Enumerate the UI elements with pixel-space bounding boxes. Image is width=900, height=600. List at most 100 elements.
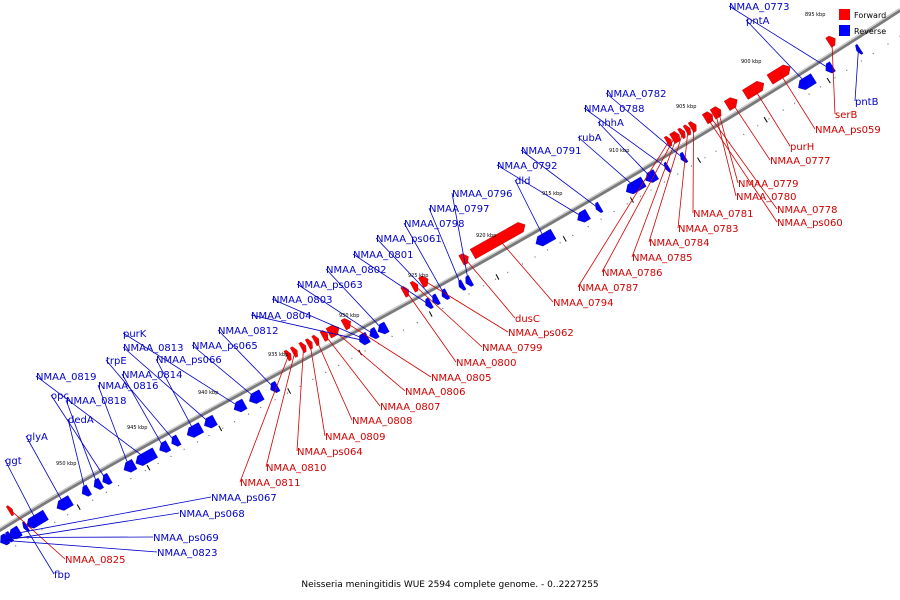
minor-tick bbox=[650, 189, 652, 191]
gene-label-nmaa-0825: NMAA_0825 bbox=[65, 555, 126, 566]
leader-line bbox=[333, 330, 406, 392]
gene-label-nmaa-0814: NMAA_0814 bbox=[122, 370, 183, 381]
minor-tick bbox=[587, 226, 589, 228]
leader-line bbox=[250, 314, 363, 341]
leader-line bbox=[155, 358, 195, 432]
minor-tick bbox=[54, 521, 56, 523]
tick-label-900: 900 kbp bbox=[741, 59, 761, 65]
minor-tick bbox=[639, 195, 642, 197]
leader-line bbox=[35, 375, 146, 459]
reverse-gene-nmaa-ps067 bbox=[9, 525, 23, 540]
minor-tick bbox=[808, 93, 810, 95]
minor-tick bbox=[27, 537, 29, 540]
minor-tick bbox=[208, 435, 210, 437]
legend: Forward Reverse bbox=[839, 9, 886, 36]
reverse-gene-pnta bbox=[798, 73, 817, 91]
gene-label-ggt: ggt bbox=[5, 456, 22, 467]
leader-line bbox=[754, 88, 791, 147]
gene-label-nmaa-ps069: NMAA_ps069 bbox=[153, 533, 219, 544]
gene-label-nmaa-ps066: NMAA_ps066 bbox=[156, 355, 222, 366]
leader-line bbox=[415, 285, 483, 348]
minor-tick bbox=[613, 210, 615, 213]
leader-line bbox=[97, 384, 130, 468]
leader-line bbox=[309, 343, 326, 437]
minor-tick bbox=[677, 173, 679, 175]
minor-tick bbox=[391, 335, 393, 337]
leader-line bbox=[65, 399, 98, 485]
minor-tick bbox=[248, 413, 250, 415]
gene-label-nmaa-0812: NMAA_0812 bbox=[218, 326, 279, 337]
leader-line bbox=[717, 111, 739, 184]
gene-label-pnta: pntA bbox=[746, 16, 770, 27]
tick-label-895: 895 kbp bbox=[805, 12, 825, 18]
gene-label-purk: purK bbox=[123, 329, 147, 340]
minor-tick bbox=[92, 499, 94, 501]
gene-label-nmaa-0781: NMAA_0781 bbox=[693, 209, 754, 220]
tick-label-940: 940 kbp bbox=[198, 390, 218, 396]
leader-line bbox=[3, 539, 158, 553]
leader-line bbox=[50, 394, 107, 481]
leader-line bbox=[496, 164, 583, 218]
minor-tick bbox=[15, 545, 17, 547]
major-tick bbox=[428, 311, 433, 317]
minor-tick bbox=[222, 427, 224, 429]
minor-tick bbox=[402, 329, 405, 331]
reverse-gene-nmaa-ps063 bbox=[369, 327, 380, 340]
leader-line bbox=[605, 92, 684, 159]
minor-tick bbox=[757, 125, 759, 127]
leader-line bbox=[745, 19, 807, 84]
gene-label-dusc: dusC bbox=[515, 314, 540, 325]
leader-line bbox=[601, 137, 675, 273]
genome-caption: Neisseria meningitidis WUE 2594 complete… bbox=[301, 580, 598, 590]
leader-line bbox=[577, 140, 670, 288]
leader-line bbox=[677, 129, 689, 229]
minor-tick bbox=[105, 491, 107, 493]
minor-tick bbox=[663, 181, 666, 183]
gene-label-nmaa-0792: NMAA_0792 bbox=[497, 161, 558, 172]
leader-line bbox=[346, 322, 432, 378]
minor-tick bbox=[130, 478, 132, 480]
minor-tick bbox=[312, 378, 314, 380]
gene-label-nmaa-0809: NMAA_0809 bbox=[325, 432, 386, 443]
major-tick bbox=[826, 77, 831, 84]
gene-label-nmaa-ps064: NMAA_ps064 bbox=[297, 447, 363, 458]
reverse-gene-ggt bbox=[26, 509, 49, 529]
gene-label-nmaa-0804: NMAA_0804 bbox=[251, 311, 312, 322]
gene-label-fbp: fbp bbox=[54, 570, 70, 581]
minor-tick bbox=[834, 77, 836, 79]
minor-tick bbox=[860, 60, 863, 62]
reverse-gene-nmaa-0796 bbox=[465, 275, 474, 287]
leader-line bbox=[597, 121, 652, 178]
major-tick bbox=[763, 116, 768, 123]
minor-tick bbox=[600, 218, 602, 220]
gene-label-nmaa-0799: NMAA_0799 bbox=[482, 343, 543, 354]
minor-tick bbox=[743, 133, 745, 135]
leader-line bbox=[3, 512, 180, 541]
gene-label-nmaa-0801: NMAA_0801 bbox=[353, 250, 414, 261]
gene-label-nmaa-0797: NMAA_0797 bbox=[429, 204, 490, 215]
forward-gene-nmaa-0805 bbox=[340, 318, 351, 331]
gene-label-nmaa-0791: NMAA_0791 bbox=[521, 146, 582, 157]
minor-tick bbox=[416, 322, 418, 324]
reverse-gene-nmaa-ps066 bbox=[186, 422, 205, 438]
minor-tick bbox=[325, 371, 327, 373]
gene-label-nmaa-0823: NMAA_0823 bbox=[157, 548, 218, 559]
leader-line bbox=[191, 344, 256, 399]
reverse-gene-nmaa-0804 bbox=[359, 333, 368, 346]
reverse-gene-nmaa-ps065 bbox=[249, 389, 265, 404]
minor-tick bbox=[521, 263, 524, 265]
gene-label-glya: glyA bbox=[26, 432, 48, 443]
minor-tick bbox=[872, 52, 874, 55]
minor-tick bbox=[41, 529, 43, 531]
gene-label-deda: dedA bbox=[68, 415, 94, 426]
gene-label-nmaa-ps061: NMAA_ps061 bbox=[376, 234, 442, 245]
leader-line bbox=[8, 536, 154, 538]
gene-label-nmaa-0808: NMAA_0808 bbox=[352, 416, 413, 427]
gene-label-nmaa-0780: NMAA_0780 bbox=[736, 192, 797, 203]
forward-gene-nmaa-ps064 bbox=[298, 341, 307, 354]
leader-line bbox=[405, 290, 457, 363]
tick-label-915: 915 kbp bbox=[542, 191, 562, 197]
minor-tick bbox=[234, 421, 236, 423]
minor-tick bbox=[351, 357, 353, 359]
major-tick bbox=[697, 157, 702, 164]
